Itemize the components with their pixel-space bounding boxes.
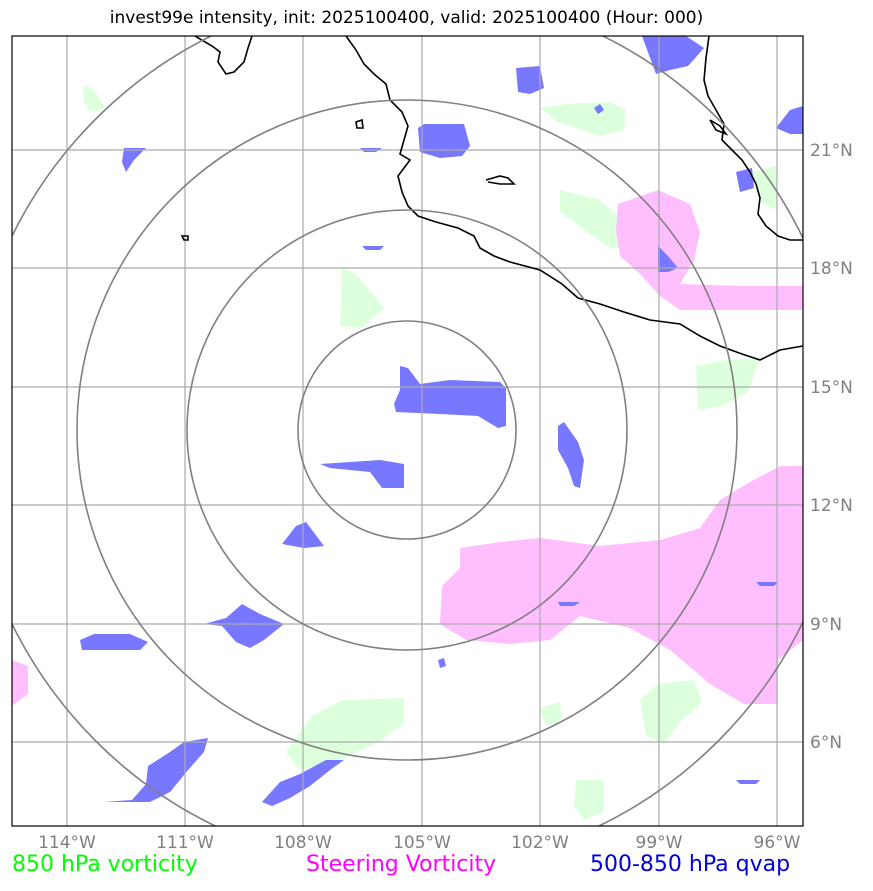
blue-patch <box>736 168 754 192</box>
lat-tick-label: 21°N <box>810 141 853 161</box>
blue-patch <box>320 460 404 488</box>
blue-patch <box>362 246 384 250</box>
blue-patch <box>438 658 446 668</box>
legend-steering-vorticity: Steering Vorticity <box>306 852 497 877</box>
lon-tick-labels: 114°W 111°W 108°W 105°W 102°W 99°W 96°W <box>38 833 801 853</box>
range-ring-1 <box>297 320 517 540</box>
blue-patch <box>418 124 470 158</box>
range-rings <box>12 36 803 826</box>
lat-tick-label: 9°N <box>810 615 842 635</box>
blue-patch <box>756 582 778 586</box>
blue-patch <box>122 148 146 172</box>
mexico-coast <box>345 36 803 361</box>
blue-patch <box>594 104 604 114</box>
green-patch <box>83 86 106 112</box>
green-patch <box>696 358 760 410</box>
island <box>485 175 516 185</box>
lon-tick-label: 102°W <box>511 833 569 853</box>
range-ring-2 <box>186 209 628 651</box>
island <box>180 235 189 241</box>
magenta-patch <box>12 660 28 706</box>
blue-patch <box>558 602 580 606</box>
blue-patch <box>642 36 704 74</box>
green-patch <box>752 166 778 210</box>
magenta-patch <box>440 466 803 704</box>
lat-tick-labels: 21°N 18°N 15°N 12°N 9°N 6°N <box>810 141 853 753</box>
legend-qvap: 500-850 hPa qvap <box>590 852 791 877</box>
mexico-coast <box>703 36 803 241</box>
steering-vorticity-layer <box>12 190 803 706</box>
magenta-patch <box>616 190 803 310</box>
blue-patch <box>658 246 678 272</box>
lat-tick-label: 6°N <box>810 733 842 753</box>
blue-patch <box>204 604 284 648</box>
coastline <box>180 36 803 361</box>
qvap-layer <box>80 36 803 806</box>
lon-tick-label: 96°W <box>754 833 801 853</box>
blue-patch <box>104 738 208 802</box>
chart-title: invest99e intensity, init: 2025100400, v… <box>109 8 704 28</box>
graticule <box>12 36 803 826</box>
vorticity-850-layer <box>83 86 778 820</box>
range-ring-3 <box>76 99 738 761</box>
island <box>709 119 729 136</box>
island <box>355 118 364 129</box>
green-patch <box>574 780 604 820</box>
blue-patch <box>558 422 584 488</box>
lon-tick-label: 108°W <box>274 833 332 853</box>
lon-tick-label: 99°W <box>636 833 683 853</box>
green-patch <box>340 268 384 328</box>
blue-patch <box>776 106 803 134</box>
lon-tick-label: 111°W <box>156 833 214 853</box>
lon-tick-label: 105°W <box>393 833 451 853</box>
blue-patch <box>736 780 760 784</box>
lat-tick-label: 15°N <box>810 378 853 398</box>
green-patch <box>640 680 702 744</box>
green-patch <box>286 698 404 770</box>
lat-tick-label: 18°N <box>810 259 853 279</box>
plot-frame <box>11 35 804 827</box>
blue-patch <box>80 634 148 650</box>
blue-patch <box>516 66 544 94</box>
green-patch <box>540 102 626 136</box>
lon-tick-label: 114°W <box>38 833 96 853</box>
mexico-coast <box>194 36 253 75</box>
lat-tick-label: 12°N <box>810 496 853 516</box>
legend-850-vorticity: 850 hPa vorticity <box>12 852 198 877</box>
green-patch <box>540 702 562 726</box>
